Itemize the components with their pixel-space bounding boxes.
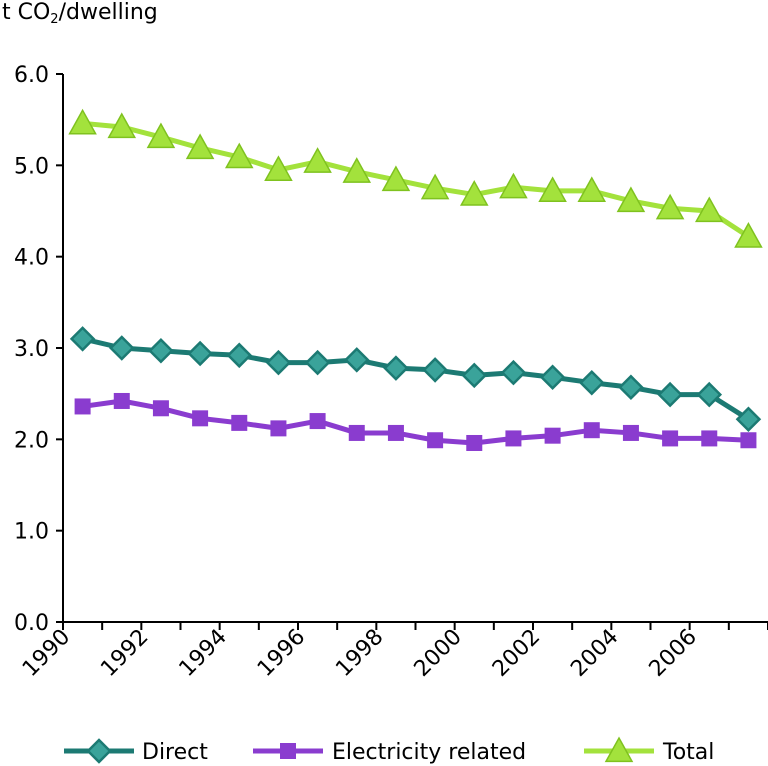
- series-layer: [68, 108, 763, 451]
- data-point-total: [577, 176, 607, 203]
- data-point-total: [146, 122, 176, 149]
- legend-item-electricity-related: Electricity related: [253, 740, 526, 765]
- series-line-direct: [82, 336, 750, 422]
- data-point-electricity-related: [152, 400, 169, 417]
- data-point-direct: [539, 364, 566, 390]
- data-point-direct: [422, 357, 448, 383]
- legend-item-direct: Direct: [64, 738, 208, 765]
- legend-marker: [604, 736, 634, 763]
- data-point-direct: [461, 362, 488, 389]
- data-point-direct: [578, 369, 605, 396]
- data-point-electricity-related: [544, 427, 561, 444]
- data-point-direct: [618, 374, 644, 401]
- data-point-electricity-related: [427, 432, 444, 449]
- data-point-total: [342, 157, 372, 183]
- data-point-direct: [500, 359, 527, 386]
- data-point-direct: [657, 381, 683, 408]
- data-point-electricity-related: [740, 432, 757, 449]
- series-direct: [69, 326, 762, 433]
- data-point-total: [68, 108, 97, 135]
- data-point-total: [224, 142, 254, 169]
- legend-marker: [86, 738, 112, 764]
- legend-item-total: Total: [584, 736, 714, 765]
- data-point-direct: [265, 349, 292, 376]
- data-point-electricity-related: [192, 410, 209, 427]
- data-point-electricity-related: [74, 398, 91, 415]
- data-point-direct: [735, 406, 762, 433]
- data-point-direct: [304, 349, 331, 376]
- x-tick-label: 1992: [96, 625, 153, 682]
- data-point-direct: [69, 326, 96, 352]
- data-point-total: [734, 222, 763, 248]
- series-line-total: [82, 120, 750, 239]
- data-point-electricity-related: [231, 414, 248, 431]
- data-point-total: [264, 155, 293, 182]
- x-tick-label: 2002: [488, 625, 545, 682]
- x-tick-label: 1996: [253, 625, 310, 682]
- data-point-direct: [343, 347, 370, 373]
- data-point-total: [655, 193, 685, 220]
- y-tick-label: 2.0: [14, 428, 49, 453]
- data-point-total: [185, 133, 215, 160]
- data-point-total: [107, 112, 137, 139]
- legend-label: Electricity related: [332, 740, 526, 765]
- x-tick-label: 2004: [566, 625, 623, 682]
- y-tick-label: 4.0: [14, 246, 49, 271]
- legend-label: Direct: [142, 740, 208, 765]
- y-tick-label: 0.0: [14, 611, 49, 636]
- data-point-electricity-related: [113, 392, 130, 409]
- data-point-electricity-related: [270, 420, 287, 437]
- y-tick-label: 3.0: [14, 337, 49, 362]
- series-line-electricity-related: [82, 398, 749, 446]
- series-total: [68, 108, 763, 248]
- data-point-direct: [108, 335, 135, 361]
- data-point-direct: [187, 340, 213, 367]
- data-point-direct: [696, 381, 723, 408]
- x-tick-label: 1994: [175, 625, 232, 682]
- data-point-direct: [226, 342, 253, 369]
- data-point-total: [616, 186, 646, 213]
- data-point-total: [459, 180, 489, 206]
- y-tick-label: 1.0: [14, 520, 49, 545]
- y-axis-label: t CO2/dwelling: [2, 0, 158, 27]
- y-tick-label: 6.0: [14, 63, 49, 88]
- x-tick-label: 2006: [645, 625, 702, 682]
- data-point-electricity-related: [505, 430, 522, 447]
- legend-marker: [280, 743, 296, 759]
- data-point-total: [303, 147, 332, 173]
- data-point-direct: [148, 337, 174, 364]
- data-point-electricity-related: [466, 434, 483, 451]
- data-point-electricity-related: [622, 424, 639, 441]
- data-point-electricity-related: [662, 430, 679, 447]
- data-point-direct: [383, 355, 409, 381]
- y-tick-label: 5.0: [14, 154, 49, 179]
- data-point-electricity-related: [348, 424, 365, 441]
- x-tick-label: 1998: [331, 625, 388, 682]
- data-point-total: [499, 172, 528, 199]
- data-point-electricity-related: [701, 430, 718, 447]
- data-point-electricity-related: [309, 413, 326, 430]
- data-point-electricity-related: [583, 422, 600, 439]
- x-tick-label: 2000: [410, 625, 467, 682]
- legend-label: Total: [662, 740, 714, 765]
- data-point-electricity-related: [387, 424, 404, 441]
- series-electricity-related: [74, 392, 757, 451]
- data-point-total: [538, 176, 567, 203]
- data-point-total: [694, 196, 724, 223]
- data-point-total: [381, 165, 411, 192]
- data-point-total: [420, 173, 450, 200]
- legend: Direct Electricity related Total: [64, 736, 714, 765]
